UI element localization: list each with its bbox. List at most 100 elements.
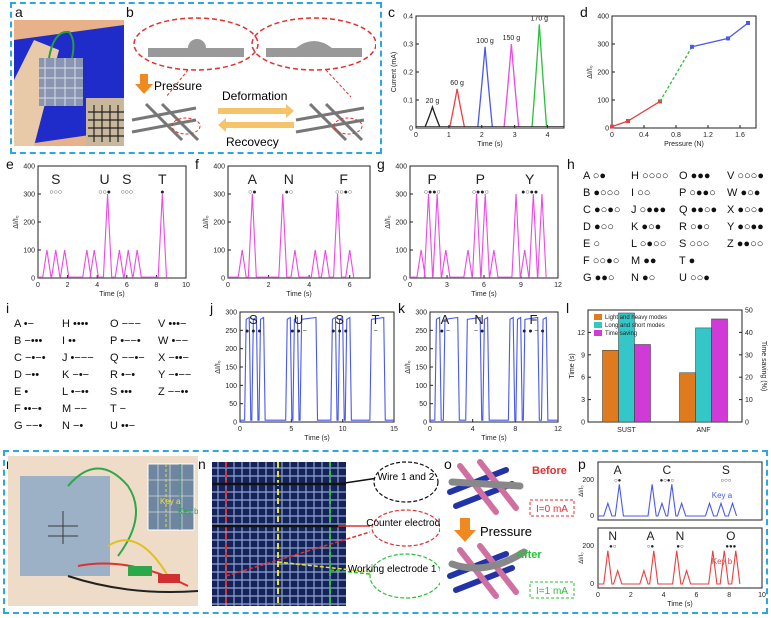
y-tick-label: 100	[225, 383, 237, 390]
y-tick-label: 100	[415, 383, 427, 390]
y-tick-label: 0	[581, 420, 585, 427]
code-letter: N	[676, 529, 685, 543]
code-letter: U	[100, 171, 110, 187]
y-tick-label: 100	[395, 248, 407, 255]
code-entry: F ○○●○	[583, 255, 620, 267]
code-symbol: ○○○	[120, 189, 133, 196]
code-letter: S	[122, 171, 131, 187]
x-tick-label: 6	[482, 282, 486, 289]
label-k: k	[398, 300, 405, 316]
y-tick-right-label: 30	[745, 352, 753, 359]
x-axis-label: Pressure (N)	[664, 141, 704, 148]
code-letter: T	[158, 171, 167, 187]
peak-label: 100 g	[476, 38, 494, 45]
code-letter: N	[608, 529, 617, 543]
code-entry: S ○○○	[679, 238, 710, 250]
y-tick-label: 150	[415, 365, 427, 372]
x-axis-label: Time (s)	[477, 141, 502, 148]
code-symbol: ●○●●	[521, 189, 538, 196]
y-tick-label: 0	[590, 581, 594, 588]
x-tick-label: 0	[36, 282, 40, 289]
x-tick-label: 0	[596, 592, 600, 599]
x-axis-label: Time (s)	[481, 435, 506, 442]
peak-line	[449, 88, 465, 127]
data-point	[610, 124, 614, 129]
code-entry: I ○○	[631, 187, 651, 199]
code-entry: Z ●●○○	[727, 238, 764, 250]
y-tick-label: 200	[23, 220, 35, 227]
y-tick-label: 200	[415, 346, 427, 353]
code-letter: T	[372, 312, 380, 327]
code-letter: Y	[525, 171, 535, 187]
code-symbol: −	[373, 328, 377, 335]
x-tick-label: 10	[758, 592, 766, 599]
x-tick-label: 10	[339, 426, 347, 433]
x-tick-label: 3	[513, 132, 517, 139]
y-tick-label: 400	[395, 164, 407, 171]
bar	[602, 350, 619, 423]
b-pressure-text: Pressure	[154, 79, 202, 93]
code-entry: L •−••	[62, 386, 89, 398]
x-tick-label: 6	[348, 282, 352, 289]
y-tick-label: 6	[581, 375, 585, 382]
code-letter: N	[474, 312, 483, 327]
bottom-frame	[3, 450, 768, 614]
code-symbol: ○●	[614, 478, 622, 484]
code-letter: P	[476, 171, 485, 187]
x-tick-label: 12	[554, 282, 562, 289]
signal-line	[228, 193, 355, 278]
b-deformation-text: Deformation	[222, 89, 287, 103]
x-axis-label: Time (s)	[667, 601, 692, 608]
code-entry: F ••−•	[14, 403, 42, 415]
data-point	[690, 44, 694, 49]
label-e: e	[6, 156, 14, 172]
code-entry: O −−−	[110, 318, 141, 330]
legend-entry: Light and heavy modes	[605, 315, 667, 321]
y-tick-label: 0.1	[403, 98, 413, 105]
code-symbol: ○○○	[720, 478, 731, 484]
code-entry: C −•−•	[14, 352, 46, 364]
chart-p: A○●C●○●○S○○○Key a0200ΔI/I₀N●○A○●N●○O●●●K…	[579, 461, 766, 608]
y-tick-label: 9	[581, 352, 585, 359]
y-axis-label: ΔI/I₀	[203, 215, 210, 229]
b-recovery-text: Recovecy	[226, 135, 279, 149]
y-axis-label: ΔI/I₀	[579, 552, 585, 564]
data-point	[626, 119, 630, 123]
code-entry: R ○●○	[679, 221, 710, 233]
code-symbol: ○●●○	[472, 189, 489, 196]
x-axis-label: Time (s)	[286, 291, 311, 298]
label-g: g	[377, 156, 385, 172]
o-i-after: I=1 mA	[536, 586, 568, 597]
y-tick-label: 250	[415, 328, 427, 335]
y-tick-label: 300	[23, 192, 35, 199]
x-tick-label: 2	[267, 282, 271, 289]
code-letter: P	[428, 171, 437, 187]
code-letter: F	[529, 312, 537, 327]
code-symbol: ●●●	[725, 544, 736, 550]
braille-code-table: A ○● H ○○○○ O ●●● V ○○○● B ●○○○ I ○○ P ○●●○ W ●…	[583, 170, 769, 294]
y-tick-label: 200	[395, 220, 407, 227]
code-letter: S	[51, 171, 60, 187]
bar	[679, 372, 696, 423]
chart-g: 0 3 6 9 12 0 100 200 300 400 Time (s) ΔI/I₀ P ○●●○ P ○●…	[385, 164, 562, 299]
series-line	[659, 46, 693, 102]
code-entry: D −••	[14, 369, 40, 381]
x-axis-label: Time (s)	[304, 435, 329, 442]
signal-line	[240, 316, 394, 421]
y-tick-label: 0.4	[403, 14, 413, 21]
photo-a	[14, 20, 124, 146]
code-entry: V ○○○●	[727, 170, 764, 182]
code-entry: G −−•	[14, 420, 43, 432]
code-entry: M −−	[62, 403, 88, 415]
y-tick-label: 150	[225, 365, 237, 372]
plot-frame	[597, 461, 763, 521]
y-tick-label: 400	[597, 14, 609, 21]
y-tick-label: 0	[423, 420, 427, 427]
label-f: f	[195, 156, 199, 172]
x-tick-label: 10	[182, 282, 190, 289]
x-tick-label: 9	[519, 282, 523, 289]
code-entry: A ○●	[583, 170, 607, 182]
label-b: b	[126, 4, 134, 20]
y-tick-label: 0	[590, 513, 594, 520]
